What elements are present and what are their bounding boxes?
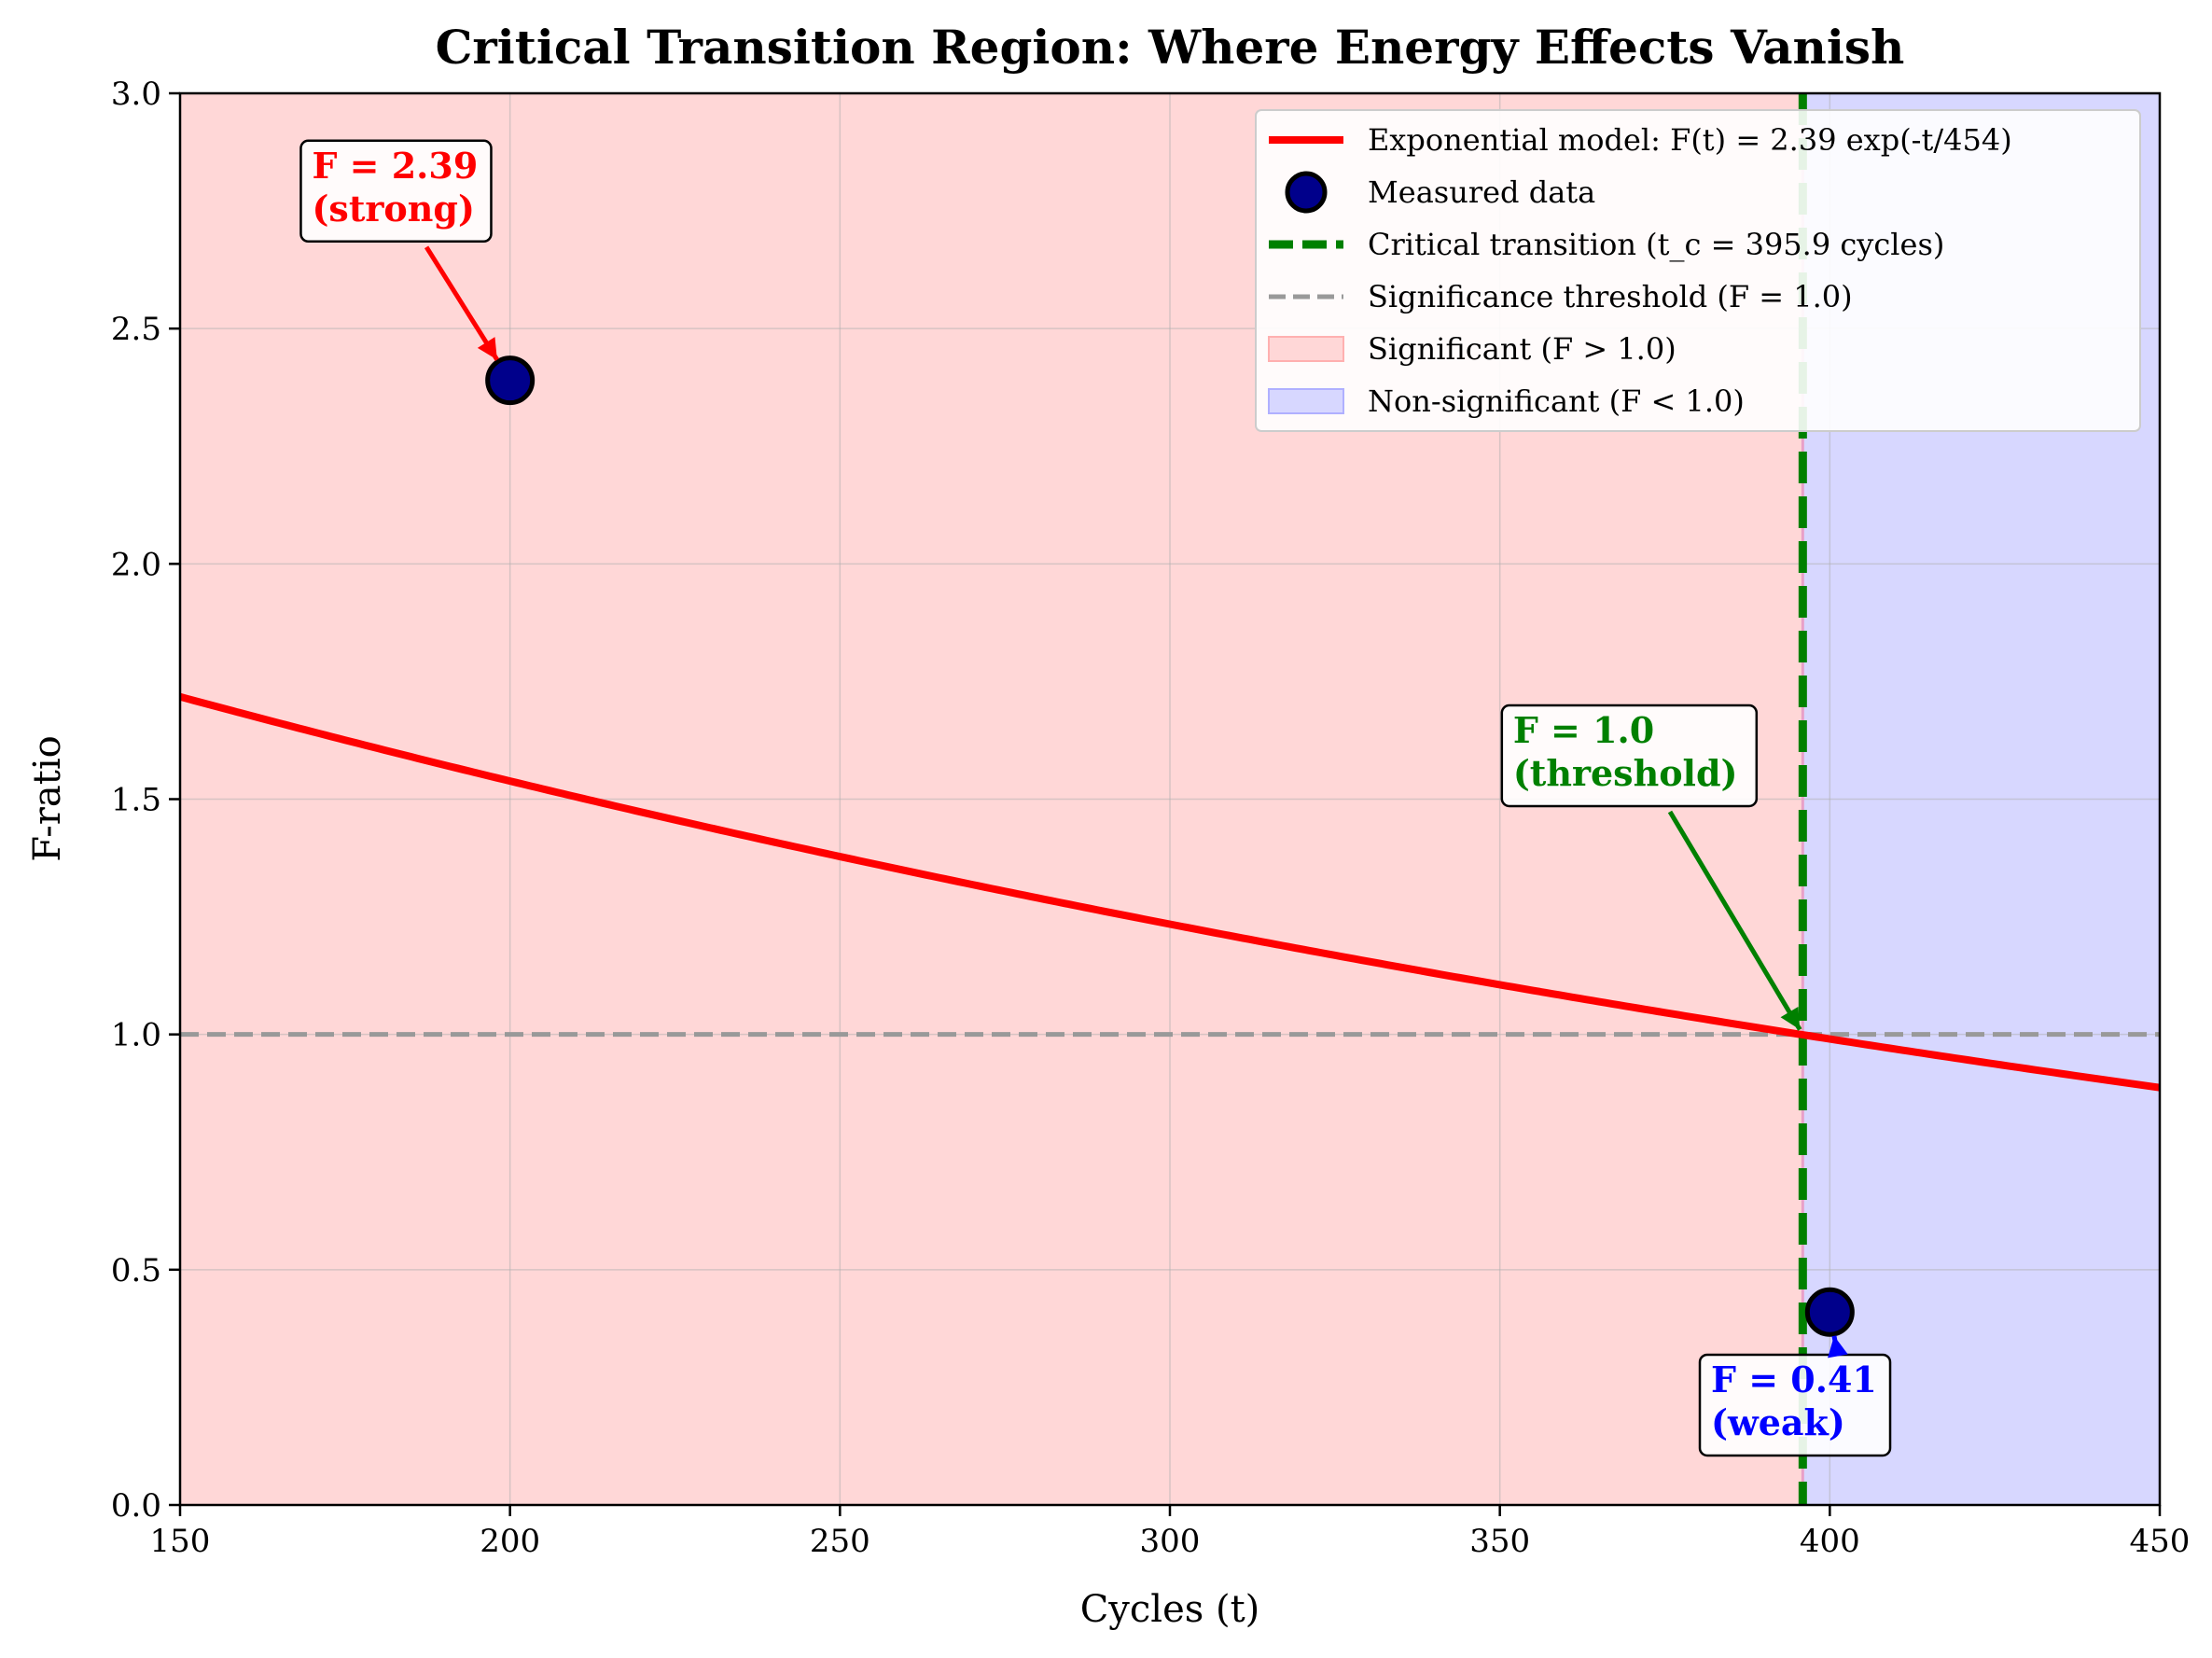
annotation-text: F = 2.39 (312, 145, 478, 187)
annotation-box (1500, 704, 1759, 808)
annotation-text: (threshold) (1513, 752, 1738, 794)
chart-title: Critical Transition Region: Where Energy… (436, 20, 1905, 75)
y-tick-label: 1.0 (111, 1017, 161, 1054)
x-tick-label: 150 (150, 1523, 211, 1560)
y-tick-label: 3.0 (111, 76, 161, 113)
legend-label-measured: Measured data (1368, 174, 1595, 210)
y-tick-label: 0.5 (111, 1252, 161, 1289)
annotation-text: F = 1.0 (1513, 709, 1654, 751)
y-tick-label: 1.5 (111, 782, 161, 819)
x-tick-label: 250 (810, 1523, 870, 1560)
annotation-box (299, 139, 493, 244)
annotation-arrowhead (1780, 1006, 1801, 1030)
x-tick-label: 300 (1140, 1523, 1201, 1560)
x-axis-label: Cycles (t) (1080, 1588, 1260, 1631)
annotations-layer: F = 2.39(strong) F = 1.0(threshold) F = 0.… (299, 139, 1892, 1457)
legend-label-threshold: Significance threshold (F = 1.0) (1368, 279, 1853, 314)
x-tick-label: 400 (1800, 1523, 1860, 1560)
legend-label-critical: Critical transition (t_c = 395.9 cycles) (1368, 227, 1944, 262)
annotation-text: (strong) (312, 188, 474, 230)
y-tick-label: 2.5 (111, 311, 161, 348)
measured-point (485, 355, 536, 406)
legend-label-region: Non-significant (F < 1.0) (1368, 383, 1745, 419)
axes-layer: 150 200 250 300 350 400 450 0.0 0.5 1.0 1.5 2.0 2.5 3… (111, 76, 2191, 1560)
points-layer (485, 355, 1855, 1337)
legend-label-model: Exponential model: F(t) = 2.39 exp(-t/45… (1368, 122, 2012, 158)
legend-swatch-region (1268, 388, 1344, 414)
x-tick-label: 450 (2130, 1523, 2191, 1560)
annotation-arrowhead (1828, 1335, 1848, 1358)
annotation-arrowhead (477, 337, 497, 360)
x-tick-label: 350 (1469, 1523, 1530, 1560)
y-axis-label: F-ratio (26, 735, 69, 861)
annotation-arrow (1667, 810, 1802, 1031)
annotation-arrow (424, 245, 499, 361)
x-tick-label: 200 (480, 1523, 540, 1560)
y-tick-label: 0.0 (111, 1487, 161, 1525)
legend-swatch-measured (1285, 171, 1328, 214)
legend-swatch-region (1268, 336, 1344, 362)
annotation-text: F = 0.41 (1711, 1358, 1877, 1400)
y-tick-label: 2.0 (111, 546, 161, 583)
legend-box (1255, 109, 2141, 432)
annotation-text: (weak) (1711, 1401, 1845, 1443)
measured-point (1804, 1287, 1855, 1337)
model-curve (180, 692, 2160, 1092)
legend-label-region: Significant (F > 1.0) (1368, 331, 1676, 367)
legend: Exponential model: F(t) = 2.39 exp(-t/45… (1255, 109, 2141, 432)
annotation-box (1698, 1353, 1892, 1457)
